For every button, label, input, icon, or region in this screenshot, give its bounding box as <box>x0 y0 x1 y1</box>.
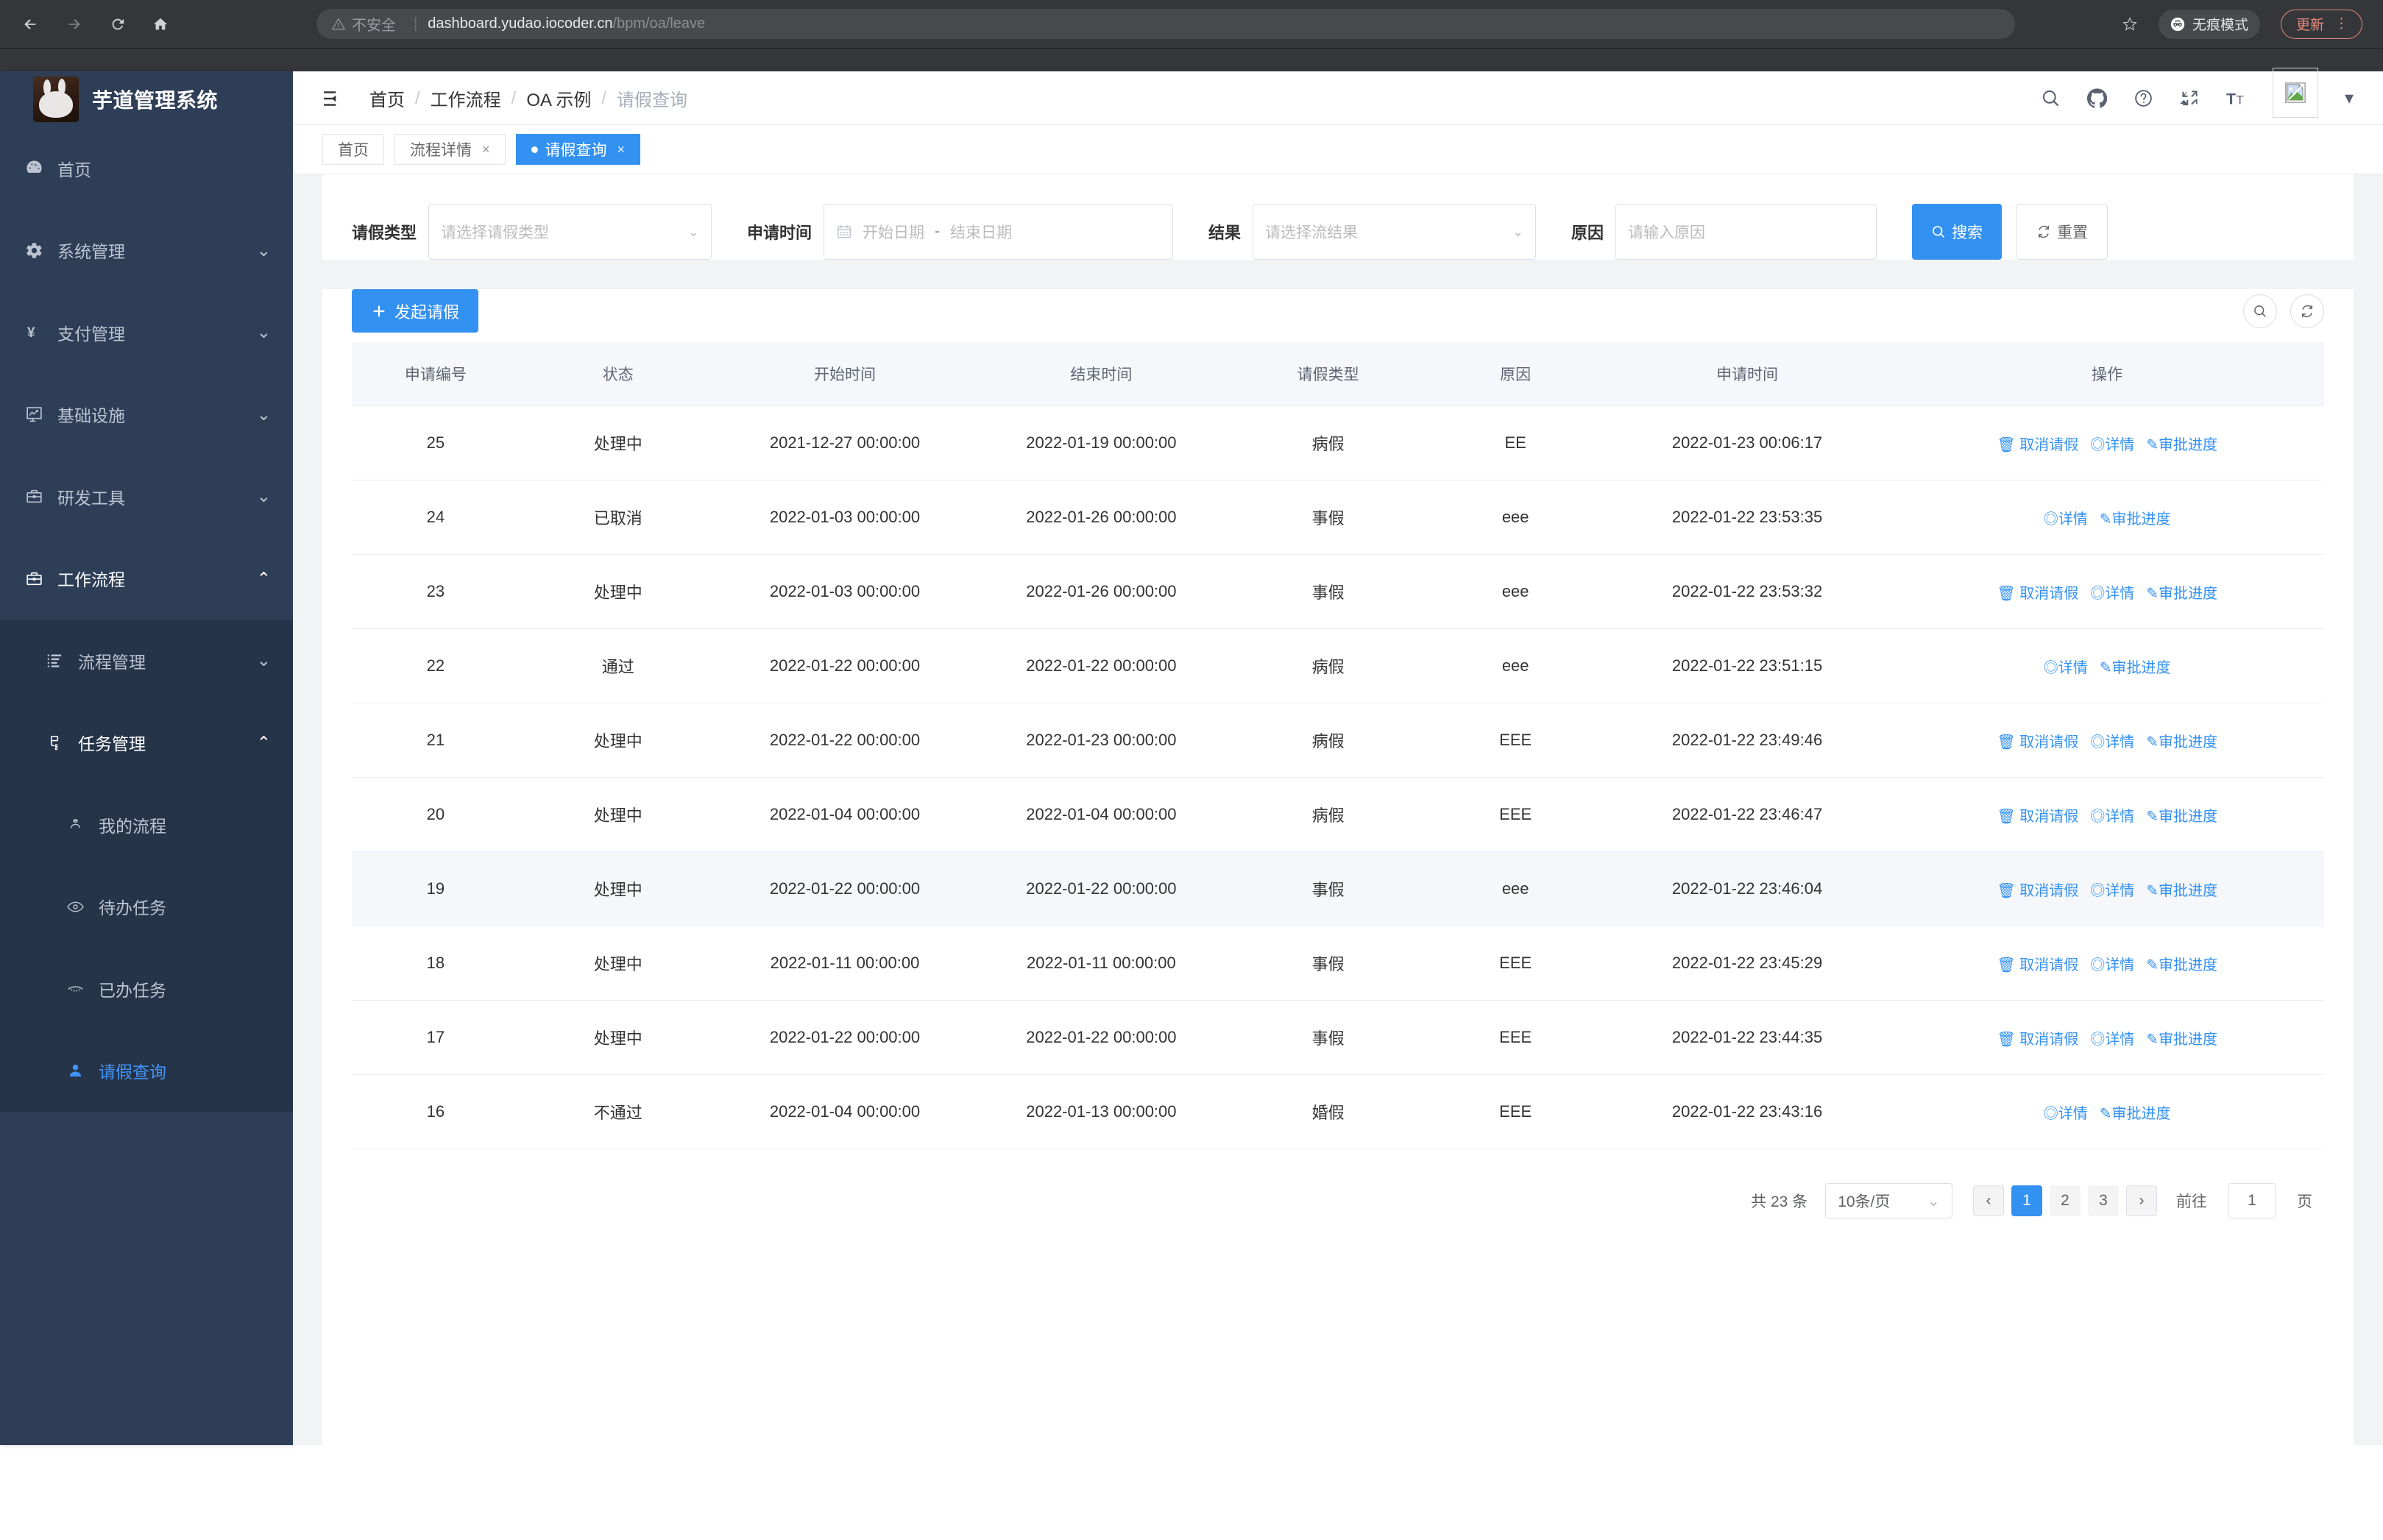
svg-text:T: T <box>2236 93 2243 107</box>
svg-text:¥: ¥ <box>26 325 35 341</box>
svg-text:T: T <box>2226 90 2236 107</box>
